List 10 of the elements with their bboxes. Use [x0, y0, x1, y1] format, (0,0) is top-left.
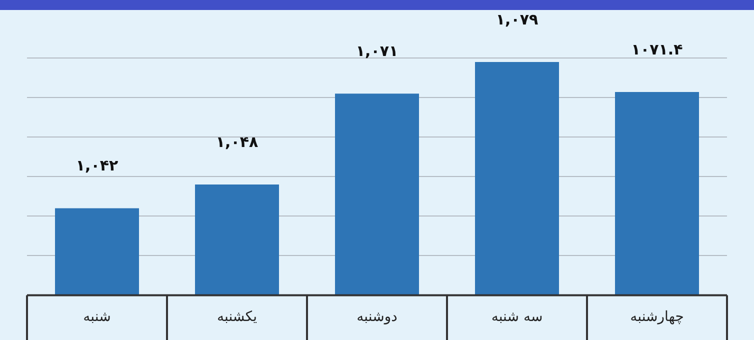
- data-label: ۱,۰۷۱: [356, 42, 398, 60]
- x-tick-label: سه شنبه: [491, 309, 543, 326]
- data-label: ۱۰۷۱.۴: [631, 40, 683, 58]
- x-tick-label: دوشنبه: [356, 309, 398, 326]
- x-tick-label: یکشنبه: [216, 309, 258, 326]
- x-tick-label: چهارشنبه: [630, 309, 684, 326]
- data-label: ۱,۰۷۹: [496, 10, 538, 28]
- x-tick-label: شنبه: [83, 309, 111, 326]
- data-label: ۱,۰۴۸: [216, 132, 258, 151]
- data-label: ۱,۰۴۲: [76, 156, 118, 175]
